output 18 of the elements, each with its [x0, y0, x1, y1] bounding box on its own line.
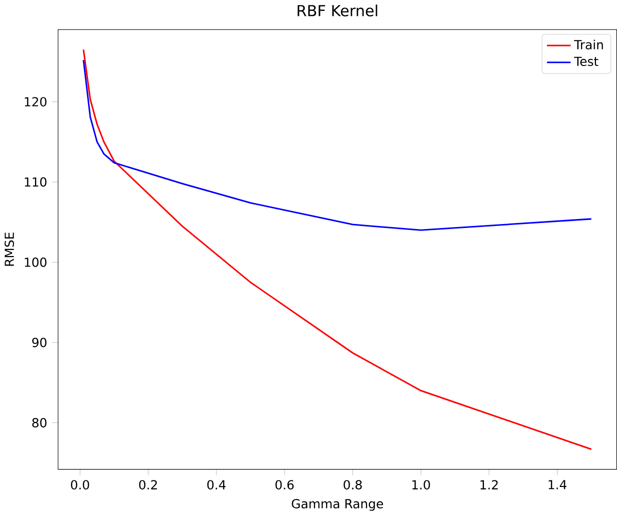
legend-label: Train — [574, 40, 603, 50]
x-tick-label: 1.0 — [412, 480, 430, 490]
x-tick-label: 0.2 — [139, 480, 157, 490]
x-axis-title: Gamma Range — [292, 498, 384, 511]
x-tick-label: 0.4 — [207, 480, 226, 490]
y-tick-label: 110 — [24, 177, 46, 187]
x-tick-label: 1.4 — [548, 480, 566, 489]
x-tick-label: 1.2 — [480, 480, 498, 490]
y-tick-label: 100 — [24, 257, 46, 267]
y-tick-label: 120 — [24, 96, 46, 106]
legend-label: Test — [574, 56, 598, 66]
chart-title: RBF Kernel — [298, 4, 378, 16]
y-tick-label: 80 — [32, 418, 46, 428]
y-axis-title: RMSE — [4, 232, 14, 266]
x-tick-label: 0.6 — [275, 480, 294, 490]
y-tick-label: 90 — [32, 338, 46, 348]
x-tick-label: 0.8 — [344, 480, 362, 490]
x-tick-label: 0.0 — [70, 480, 90, 490]
